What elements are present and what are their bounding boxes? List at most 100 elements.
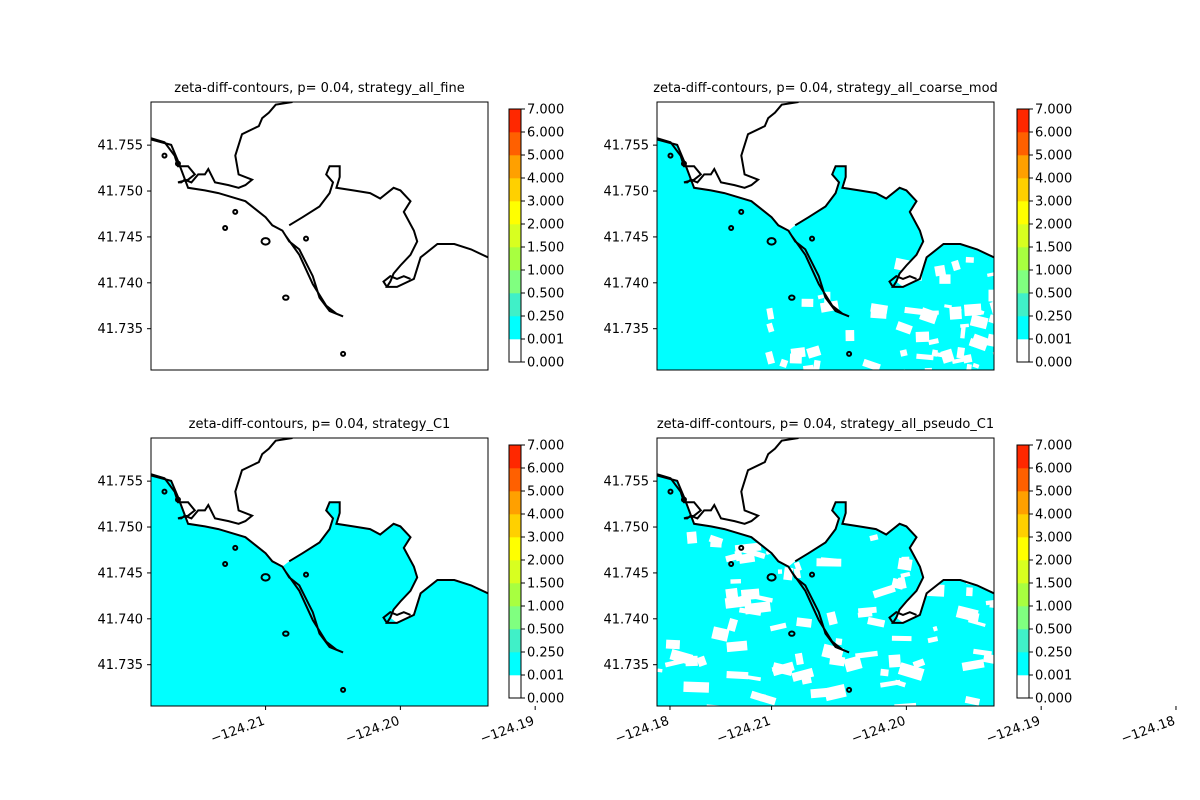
subplot-title: zeta-diff-contours, p= 0.04, strategy_al…: [657, 417, 994, 432]
colorbar: 0.000 0.001 0.250 0.500 1.000 1.500 2.000 3.000…: [508, 439, 564, 707]
colorbar-tick-label: 5.000: [527, 149, 564, 164]
colorbar-segment: [1017, 445, 1029, 469]
colorbar-segment: [1017, 201, 1029, 225]
below-threshold-patch: [988, 289, 994, 302]
island: [340, 350, 347, 357]
y-tick-label: 41.755: [98, 139, 144, 154]
colorbar-tick-label: 6.000: [1035, 462, 1072, 477]
y-tick-label: 41.750: [604, 185, 650, 200]
below-threshold-patch: [931, 310, 939, 315]
colorbar-tick-label: 2.000: [1035, 218, 1072, 233]
island: [728, 560, 735, 567]
below-threshold-patch: [802, 364, 815, 370]
island: [667, 488, 674, 495]
below-threshold-patch: [897, 576, 907, 590]
colorbar-tick-label: 3.000: [527, 195, 564, 210]
below-threshold-patch: [904, 306, 923, 316]
colorbar-tick-label: 3.000: [527, 531, 564, 546]
colorbar-segment: [1017, 468, 1029, 492]
colorbar-tick-label: 2.000: [1035, 554, 1072, 569]
colorbar-tick-label: 0.250: [1035, 646, 1072, 661]
colorbar-segment: [509, 178, 521, 202]
island: [303, 571, 310, 578]
axes-frame: [150, 437, 489, 707]
colorbar-segment: [509, 293, 521, 317]
colorbar-segment: [509, 201, 521, 225]
x-tick-label: −124.20: [344, 714, 402, 747]
colorbar-tick-label: 0.250: [1035, 310, 1072, 325]
x-tick-label: −124.21: [209, 714, 267, 747]
y-tick-label: 41.735: [98, 322, 144, 337]
below-threshold-patch: [835, 638, 843, 646]
below-threshold-patch: [771, 661, 795, 677]
below-threshold-patch: [901, 556, 910, 568]
y-tick-label: 41.740: [98, 612, 144, 627]
below-threshold-patch: [962, 557, 969, 567]
colorbar-tick-label: 1.000: [1035, 600, 1072, 615]
below-threshold-patch: [823, 683, 847, 702]
island: [232, 544, 239, 551]
island: [766, 237, 777, 246]
colorbar-tick-label: 0.001: [1035, 669, 1072, 684]
island: [809, 235, 816, 242]
colorbar-segment: [509, 652, 521, 676]
axes-frame: [150, 101, 489, 371]
y-tick-label: 41.745: [604, 230, 650, 245]
below-threshold-patch: [972, 362, 980, 369]
spit-outline: [888, 275, 917, 288]
coastline: [657, 102, 799, 189]
island: [260, 573, 271, 582]
colorbar-tick-label: 6.000: [527, 126, 564, 141]
below-threshold-patch: [916, 353, 934, 361]
water-fill: [151, 475, 488, 706]
bay-outline: [794, 165, 994, 288]
below-threshold-patch: [949, 306, 962, 320]
below-threshold-patch: [932, 625, 938, 632]
colorbar-tick-label: 7.000: [1035, 103, 1072, 118]
below-threshold-patch: [888, 654, 901, 668]
colorbar-segment: [1017, 652, 1029, 676]
below-threshold-patch: [986, 333, 994, 349]
x-tick-label: −124.19: [478, 714, 536, 747]
colorbar-segment: [509, 560, 521, 584]
colorbar-segment: [509, 316, 521, 340]
island: [282, 630, 290, 637]
subplot-title: zeta-diff-contours, p= 0.04, strategy_C1: [189, 417, 451, 432]
colorbar-segment: [1017, 629, 1029, 653]
below-threshold-patch: [940, 348, 955, 364]
below-threshold-patch: [870, 303, 888, 315]
below-threshold-patch: [899, 349, 908, 357]
island: [846, 350, 853, 357]
colorbar-tick-label: 0.500: [1035, 623, 1072, 638]
island: [788, 630, 796, 637]
below-threshold-patch: [708, 534, 724, 546]
bay-outline: [794, 501, 994, 624]
below-threshold-patch: [766, 322, 775, 333]
colorbar-segment: [1017, 583, 1029, 607]
colorbar-frame: [1016, 108, 1030, 363]
below-threshold-patch: [927, 636, 939, 644]
island: [738, 544, 745, 551]
below-threshold-patch: [793, 561, 802, 572]
below-threshold-patch: [934, 264, 946, 277]
below-threshold-patch: [696, 655, 708, 668]
below-threshold-patch: [969, 314, 989, 330]
axes-frame: [656, 101, 995, 371]
below-threshold-patch: [988, 314, 994, 324]
island: [680, 160, 687, 167]
coastline-shore: [657, 138, 850, 318]
subplot-title: zeta-diff-contours, p= 0.04, strategy_al…: [653, 81, 998, 96]
below-threshold-patch: [726, 640, 748, 653]
colorbar: 0.000 0.001 0.250 0.500 1.000 1.500 2.000 3.000…: [508, 103, 564, 371]
coastline: [657, 438, 799, 525]
below-threshold-patch: [961, 659, 985, 672]
colorbar-tick-label: 0.500: [1035, 287, 1072, 302]
below-threshold-patch: [951, 259, 961, 272]
y-tick-label: 41.750: [98, 185, 144, 200]
colorbar: 0.000 0.001 0.250 0.500 1.000 1.500 2.000 3.000…: [1016, 103, 1072, 371]
island: [846, 686, 853, 693]
y-tick-label: 41.745: [604, 566, 650, 581]
below-threshold-patch: [879, 679, 901, 688]
subplot-1: zeta-diff-contours, p= 0.04, strategy_al…: [98, 81, 564, 371]
colorbar-tick-label: 4.000: [527, 508, 564, 523]
